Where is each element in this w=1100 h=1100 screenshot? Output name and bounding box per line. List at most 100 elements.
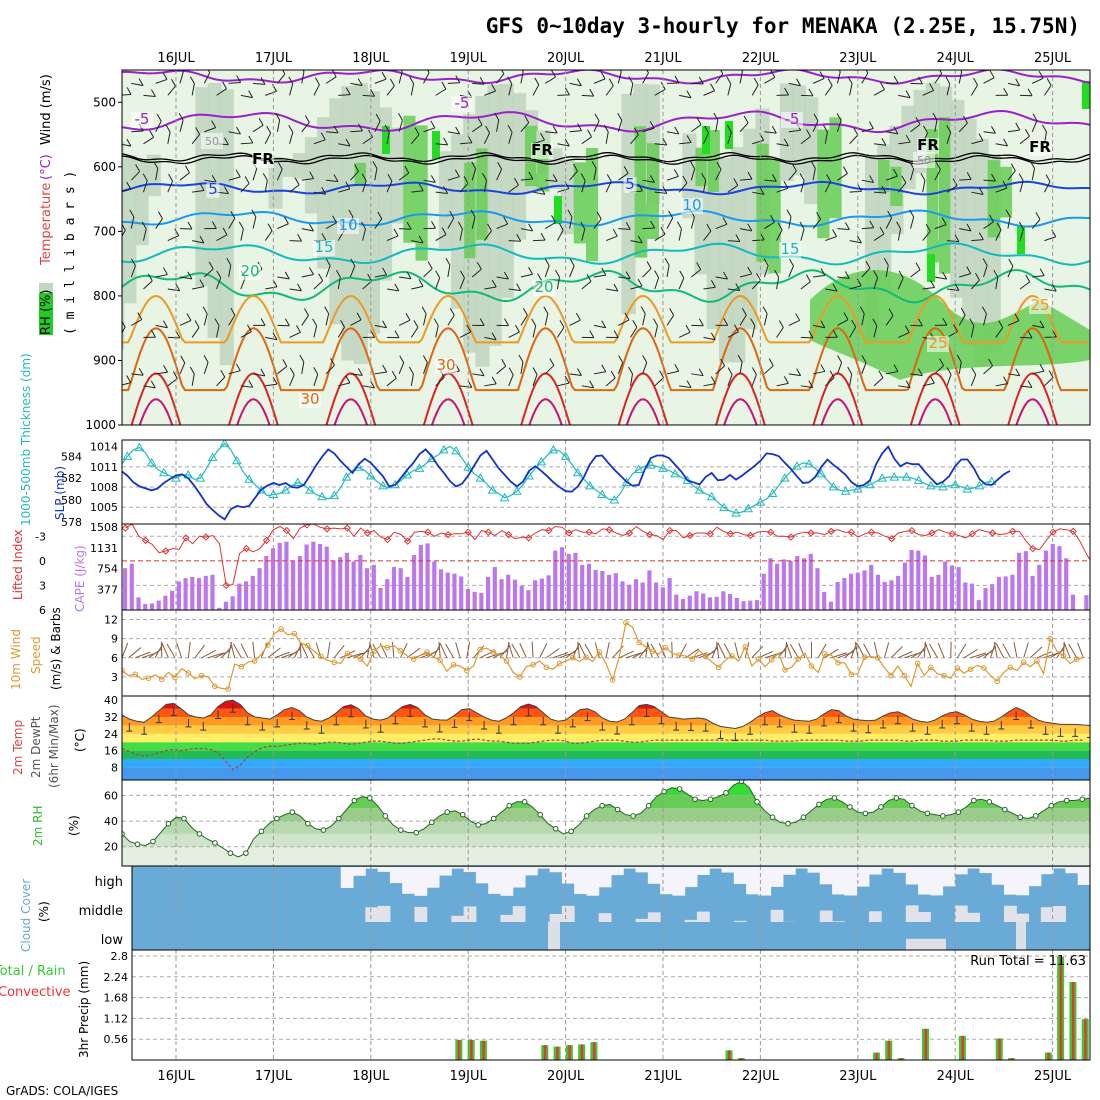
- wind-barb: [800, 281, 811, 290]
- wind-barb: [995, 143, 1008, 147]
- wind-barb-flag: [1003, 138, 1008, 147]
- precip-conv-bar: [580, 1044, 584, 1060]
- wind-barb-10m: [723, 643, 733, 659]
- wind-barb-flag: [612, 228, 618, 237]
- rh-point: [986, 799, 993, 805]
- wind-barb: [934, 276, 947, 280]
- wind-barb: [642, 72, 649, 84]
- wind-barb-flag: [126, 87, 132, 95]
- wind-barb-flag: [865, 70, 869, 74]
- cape-bar: [170, 590, 175, 610]
- cape-bar: [654, 582, 659, 610]
- wind-barb: [289, 240, 302, 242]
- cloud-low-gap: [1016, 922, 1026, 950]
- wind-barb: [447, 265, 451, 278]
- rh-point: [723, 790, 729, 796]
- wind-barb: [970, 84, 978, 96]
- wind-barb-flag: [514, 177, 519, 186]
- wind-barb-flag: [230, 307, 236, 316]
- wind-barb-flag: [372, 161, 378, 169]
- wind-speed-point: [835, 660, 841, 666]
- wind-barb: [349, 265, 356, 278]
- wind-barb: [301, 71, 305, 84]
- wind-barb-flag: [482, 173, 487, 181]
- wind-barb: [532, 325, 537, 338]
- cape-bar: [445, 572, 450, 610]
- wind-barb: [374, 274, 387, 278]
- wind-barb: [813, 324, 825, 329]
- li-point: [1089, 564, 1090, 566]
- wind-barb-flag: [180, 355, 186, 364]
- wind-barb-flag: [954, 283, 960, 291]
- cloud-high-gap: [537, 867, 551, 869]
- footer-credit: GrADS: COLA/IGES: [6, 1084, 118, 1098]
- wind-barb-flag: [669, 308, 675, 316]
- wind-barb-flag: [796, 368, 802, 376]
- wind-barb: [435, 191, 448, 194]
- wind-barb: [617, 71, 622, 84]
- wind-barb-flag: [248, 135, 254, 144]
- temp-contour-m5: [122, 109, 1090, 134]
- cape-bar: [781, 559, 786, 610]
- wind-barb-flag: [646, 70, 649, 74]
- wind-barb: [544, 365, 555, 375]
- thickness-point: [633, 464, 644, 473]
- wind-barb-flag: [601, 267, 607, 276]
- wind-barb-flag: [734, 324, 739, 333]
- wind-barb-flag: [789, 258, 794, 267]
- cape-bar: [1030, 575, 1035, 610]
- wind-barb-flag: [457, 221, 463, 230]
- wind-barb: [471, 216, 476, 229]
- wind-barb-flag: [613, 330, 619, 338]
- wind-barb: [265, 90, 277, 96]
- wind-barb: [1007, 129, 1020, 133]
- wind-barb-flag: [150, 89, 156, 97]
- rh-green-band: [707, 129, 720, 192]
- wind-barb-flag: [783, 138, 789, 147]
- wind-barb: [642, 227, 655, 230]
- wind-barb-flag: [601, 364, 607, 372]
- wind-barb: [995, 187, 1008, 193]
- wind-barb: [435, 325, 439, 338]
- wind-barb-flag: [441, 81, 447, 90]
- wind-barb: [203, 72, 211, 84]
- rh-point: [676, 786, 683, 792]
- wind-barb: [472, 82, 485, 85]
- rh-point: [382, 813, 389, 819]
- wind-barb-flag: [971, 367, 977, 375]
- wind-barb: [252, 168, 258, 181]
- wind-barb-flag: [114, 216, 118, 223]
- wind-barb: [142, 180, 148, 193]
- cape-bar: [425, 543, 430, 610]
- slp-tick-label: 1005: [90, 501, 118, 514]
- wind-barb: [788, 319, 800, 326]
- wind-barb-flag: [905, 90, 911, 98]
- wind-barb: [216, 234, 228, 242]
- wind-barb-10m: [406, 647, 421, 659]
- wind-barb-flag: [135, 164, 141, 172]
- wind-barb: [338, 94, 351, 96]
- wind-barb: [386, 377, 397, 387]
- wind-barb-flag: [244, 176, 250, 184]
- cloud-mid-gap: [868, 911, 882, 922]
- wind-barb: [276, 169, 283, 181]
- wind-speed-point: [530, 661, 536, 668]
- wind-barb-flag: [1018, 221, 1024, 230]
- li-point: [161, 547, 170, 555]
- wind-barb: [812, 78, 825, 84]
- wind-barb-flag: [370, 380, 375, 389]
- cape-bar: [680, 598, 686, 610]
- wind-barb-flag: [956, 354, 962, 363]
- wind-barb-flag: [508, 367, 514, 375]
- wind-barb-flag: [966, 266, 972, 274]
- wind-barb: [435, 277, 441, 290]
- wind-barb: [313, 84, 320, 96]
- wind-barb-flag: [737, 354, 743, 363]
- wind-barb-flag: [589, 88, 595, 97]
- wind-barb-flag: [625, 222, 631, 230]
- wind-barb-flag: [267, 223, 273, 232]
- rh-green-band: [403, 115, 416, 243]
- wind-barb: [618, 228, 631, 230]
- wind-barb: [629, 373, 634, 386]
- cape-bar: [815, 568, 820, 610]
